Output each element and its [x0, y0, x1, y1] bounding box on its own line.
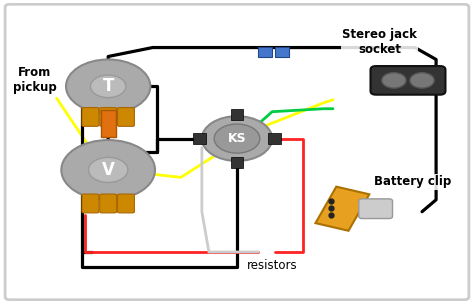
FancyBboxPatch shape — [359, 199, 392, 219]
Bar — [231, 109, 243, 120]
Circle shape — [61, 140, 155, 200]
Bar — [258, 47, 272, 57]
Text: Stereo jack
socket: Stereo jack socket — [342, 28, 417, 56]
Circle shape — [410, 73, 434, 88]
Circle shape — [91, 75, 126, 98]
FancyBboxPatch shape — [371, 66, 446, 95]
Text: T: T — [102, 77, 114, 95]
Polygon shape — [316, 187, 369, 231]
Text: KS: KS — [228, 132, 246, 145]
Text: From
pickup: From pickup — [13, 66, 56, 94]
Bar — [193, 133, 206, 144]
Circle shape — [89, 157, 128, 182]
Bar — [275, 47, 290, 57]
FancyBboxPatch shape — [118, 108, 135, 126]
Circle shape — [382, 73, 406, 88]
FancyBboxPatch shape — [100, 194, 117, 213]
Circle shape — [202, 116, 272, 161]
FancyBboxPatch shape — [5, 4, 469, 300]
Bar — [231, 157, 243, 168]
FancyBboxPatch shape — [82, 194, 99, 213]
Bar — [268, 133, 281, 144]
FancyBboxPatch shape — [82, 108, 99, 126]
Circle shape — [214, 124, 260, 153]
Text: Battery clip: Battery clip — [374, 175, 451, 188]
Circle shape — [66, 60, 150, 113]
FancyBboxPatch shape — [118, 194, 135, 213]
FancyBboxPatch shape — [100, 108, 117, 126]
Text: V: V — [102, 161, 115, 179]
Text: resistors: resistors — [247, 259, 298, 272]
Bar — [100, 110, 116, 137]
